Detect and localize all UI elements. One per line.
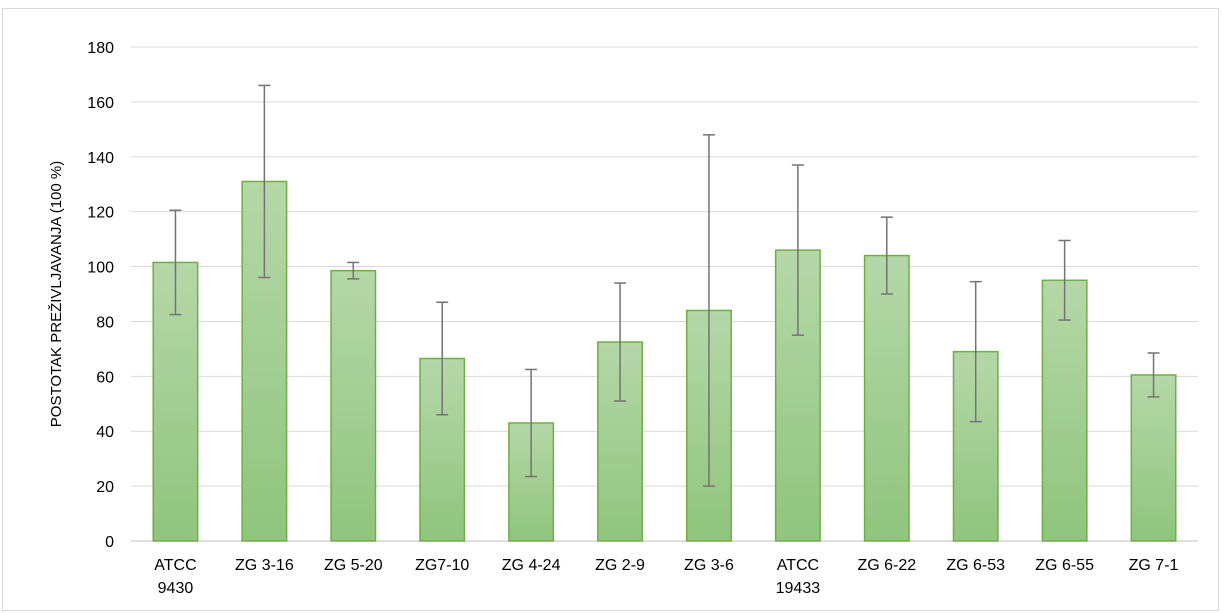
y-tick-label: 20: [96, 479, 114, 496]
y-tick-labels: 0 20 40 60 80 100 120 140 160 180: [87, 40, 114, 551]
x-tick-label-line: 19433: [776, 580, 821, 597]
x-tick-label: ZG 6-53: [946, 557, 1005, 574]
x-tick-label: ZG7-10: [415, 557, 469, 574]
error-bar: [880, 216, 893, 295]
x-tick-label: ZG 4-24: [502, 557, 561, 574]
error-bar: [1147, 352, 1160, 398]
chart-area: 0 20 40 60 80 100 120 140 160 180 ATCC 9430 ZG 3-16…: [2, 8, 1219, 611]
x-tick-label: ZG 3-6: [684, 557, 734, 574]
error-bar: [525, 368, 538, 478]
y-tick-label: 100: [87, 260, 114, 277]
x-tick-label-line: ZG 5-20: [324, 557, 383, 574]
x-tick-label-line: ZG 6-53: [946, 557, 1005, 574]
error-bar: [969, 280, 982, 423]
y-tick-label: 160: [87, 95, 114, 112]
x-tick-label: ZG 6-22: [857, 557, 916, 574]
y-tick-label: 180: [87, 40, 114, 57]
x-tick-label-line: ATCC: [777, 557, 819, 574]
error-bar: [347, 261, 360, 280]
error-bar: [702, 134, 715, 487]
x-tick-labels: ATCC 9430 ZG 3-16 ZG 5-20 ZG7-10 ZG 4-24 ZG 2-…: [154, 557, 1178, 597]
x-tick-label: ATCC 19433: [776, 557, 821, 597]
error-bar: [614, 282, 627, 402]
x-tick-label: ZG 7-1: [1129, 557, 1179, 574]
y-tick-label: 120: [87, 205, 114, 222]
x-tick-label: ZG 6-55: [1035, 557, 1094, 574]
y-tick-label: 40: [96, 424, 114, 441]
x-tick-label-line: ZG 7-1: [1129, 557, 1179, 574]
x-tick-label: ATCC 9430: [154, 557, 196, 597]
x-tick-label-line: 9430: [158, 580, 194, 597]
x-tick-label-line: ZG 4-24: [502, 557, 561, 574]
bar-chart: 0 20 40 60 80 100 120 140 160 180 ATCC 9430 ZG 3-16…: [48, 40, 1198, 597]
x-tick-label: ZG 2-9: [595, 557, 645, 574]
gridlines: [131, 46, 1198, 542]
y-axis-title: POSTOTAK PREŽIVLJAVANJA (100 %): [48, 161, 65, 427]
y-tick-label: 140: [87, 150, 114, 167]
bar: [1130, 374, 1177, 542]
x-tick-label-line: ZG 6-22: [857, 557, 916, 574]
x-tick-label-line: ATCC: [154, 557, 196, 574]
error-bar: [169, 209, 182, 316]
y-tick-label: 0: [105, 534, 114, 551]
bars: [152, 180, 1177, 542]
bar: [952, 350, 999, 542]
bar: [1041, 279, 1088, 542]
x-tick-label-line: ZG 3-6: [684, 557, 734, 574]
x-tick-label-line: ZG 2-9: [595, 557, 645, 574]
x-tick-label-line: ZG 3-16: [235, 557, 294, 574]
y-tick-label: 80: [96, 314, 114, 331]
x-tick-label: ZG 5-20: [324, 557, 383, 574]
error-bar: [436, 301, 449, 416]
error-bar: [1058, 239, 1071, 321]
x-tick-label: ZG 3-16: [235, 557, 294, 574]
error-bars: [169, 84, 1160, 487]
x-tick-label-line: ZG 6-55: [1035, 557, 1094, 574]
bar: [419, 357, 466, 542]
x-tick-label-line: ZG7-10: [415, 557, 469, 574]
y-tick-label: 60: [96, 369, 114, 386]
bar: [863, 254, 910, 542]
bar: [330, 269, 377, 542]
error-bar: [258, 84, 271, 279]
error-bar: [791, 164, 804, 336]
